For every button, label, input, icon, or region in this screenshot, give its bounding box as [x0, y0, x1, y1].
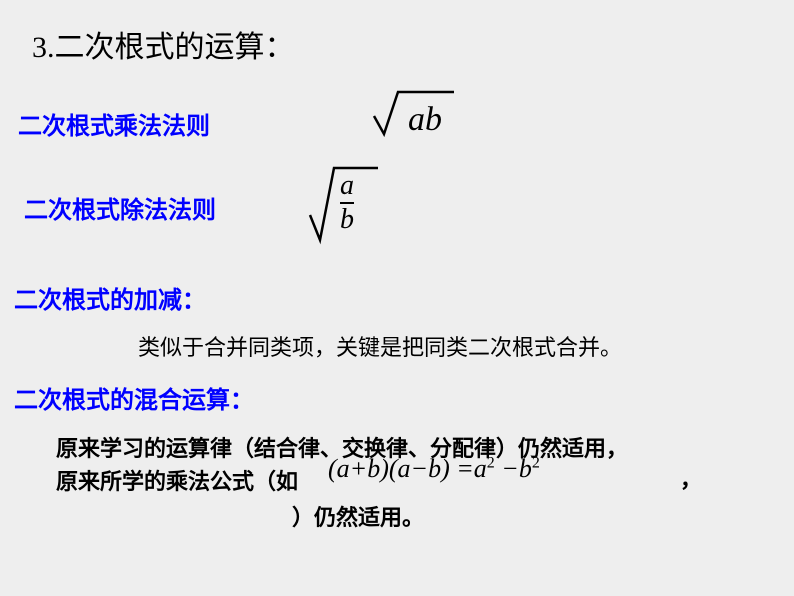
difference-of-squares-formula: (a+b)(a−b) =a2 −b2 — [328, 454, 540, 484]
fraction-num: a — [340, 170, 354, 202]
rule3-label: 二次根式的加减： — [14, 280, 206, 315]
fraction: a b — [340, 170, 354, 236]
section-heading: 3.二次根式的运算： — [32, 22, 295, 66]
sqrt-icon: ab — [372, 86, 462, 141]
sqrt-inner: ab — [408, 101, 442, 138]
rule1-formula: ab — [372, 86, 462, 146]
rule2-label: 二次根式除法法则 — [24, 190, 216, 225]
rule3-text: 类似于合并同类项，关键是把同类二次根式合并。 — [138, 330, 622, 362]
rule2-formula: a b — [308, 160, 388, 255]
rule4-label: 二次根式的混合运算： — [14, 380, 254, 415]
rule4-line2: 原来所学的乘法公式（如 — [56, 464, 298, 496]
comma: ， — [680, 462, 702, 494]
rule1-label: 二次根式乘法法则 — [18, 106, 210, 141]
rule4-line3: ）仍然适用。 — [292, 500, 424, 532]
fraction-den: b — [340, 202, 354, 236]
